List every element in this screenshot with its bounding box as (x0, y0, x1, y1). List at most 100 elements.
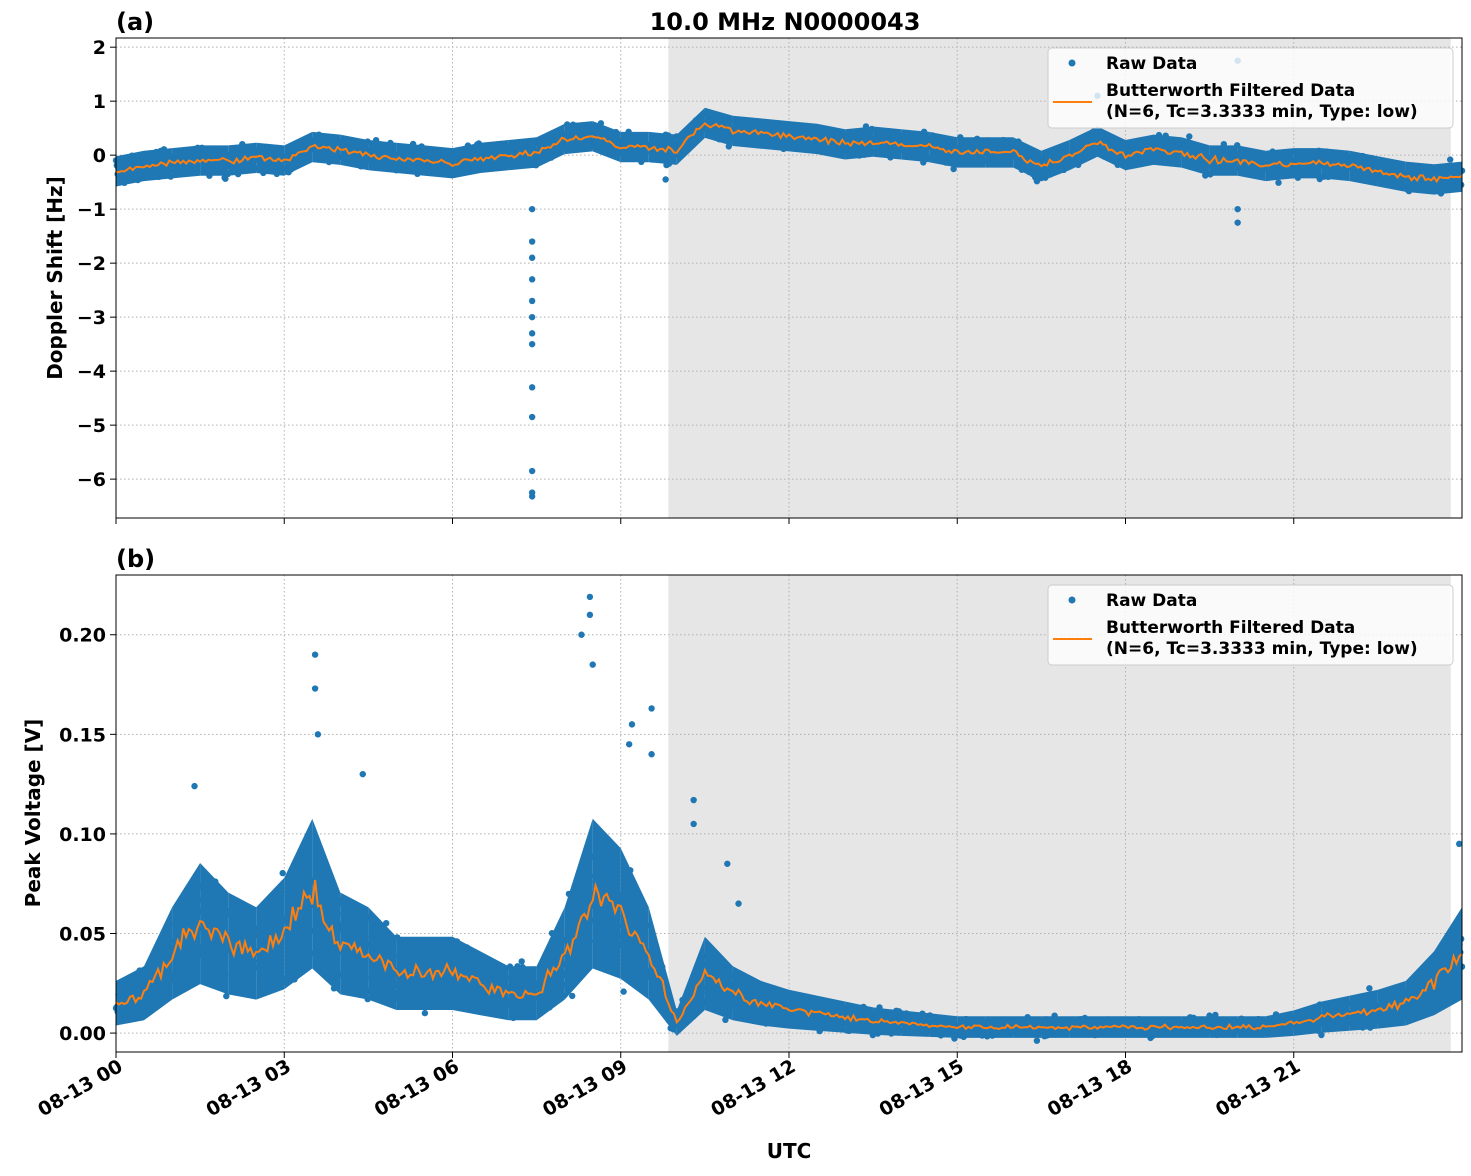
raw-data-band (144, 907, 173, 1021)
raw-data-band (1209, 1016, 1238, 1038)
raw-point (1447, 156, 1454, 163)
legend-filtered-params: (N=6, Tc=3.3333 min, Type: low) (1106, 639, 1418, 659)
panel-label-b: (b) (116, 545, 155, 573)
x-tick-label: 08-13 03 (202, 1055, 294, 1121)
raw-point-outlier (1234, 205, 1241, 213)
raw-point-outlier (1234, 219, 1241, 226)
raw-data-band (284, 818, 313, 990)
raw-data-band (732, 966, 761, 1026)
raw-point-outlier (191, 782, 198, 790)
y-axis-label-a: Doppler Shift [Hz] (43, 176, 67, 380)
y-axis-label-b: Peak Voltage [V] (21, 719, 45, 908)
y-tick-label: 0.05 (59, 923, 106, 945)
raw-point-outlier (690, 796, 697, 804)
raw-point-outlier (528, 384, 536, 391)
y-tick-label: −3 (77, 307, 106, 329)
y-tick-label: 0.10 (59, 824, 106, 846)
y-tick-label: 0 (93, 145, 106, 167)
raw-point (1033, 1037, 1041, 1044)
x-tick-label: 08-13 12 (707, 1055, 799, 1121)
raw-point-outlier (586, 593, 594, 601)
raw-point-outlier (648, 705, 655, 712)
raw-point-outlier (648, 751, 655, 758)
raw-data-band (817, 995, 846, 1033)
raw-data-band (452, 142, 481, 179)
legend-raw-label: Raw Data (1106, 54, 1197, 74)
raw-point-outlier (311, 685, 319, 692)
raw-data-band (480, 951, 509, 1021)
y-tick-label: −1 (77, 199, 106, 221)
x-tick-label: 08-13 15 (875, 1055, 967, 1121)
x-tick-label: 08-13 00 (34, 1055, 126, 1121)
raw-data-band (873, 126, 902, 160)
raw-data-band (592, 818, 621, 979)
raw-point-outlier (578, 631, 585, 638)
y-tick-label: −4 (77, 361, 106, 383)
raw-point-outlier (1455, 840, 1463, 848)
raw-data-band (1153, 134, 1182, 168)
raw-data-band (620, 848, 649, 1000)
raw-point (421, 1009, 429, 1017)
raw-point (1318, 1031, 1325, 1039)
x-axis-label: UTC (767, 1139, 812, 1163)
y-tick-label: −5 (77, 415, 106, 437)
raw-point (223, 992, 230, 1000)
raw-point-outlier (528, 413, 536, 421)
raw-point-outlier (528, 297, 536, 305)
raw-data-band (1181, 137, 1210, 176)
x-tick-label: 08-13 18 (1044, 1055, 1136, 1121)
raw-data-band (1209, 145, 1238, 176)
raw-point (569, 992, 576, 1000)
raw-data-band (172, 863, 201, 1000)
panel-label-a: (a) (116, 8, 154, 36)
legend-raw-label: Raw Data (1106, 591, 1197, 611)
raw-point-outlier (586, 611, 594, 619)
y-tick-label: 0.20 (59, 625, 106, 647)
y-tick-label: 2 (93, 37, 106, 59)
legend-filtered-label: Butterworth Filtered Data (1106, 618, 1355, 638)
y-tick-label: 1 (93, 91, 106, 113)
raw-point-outlier (589, 661, 596, 668)
x-tick-label: 08-13 21 (1212, 1055, 1304, 1121)
raw-point (1366, 985, 1373, 992)
raw-data-band (508, 966, 537, 1021)
raw-data-band (1265, 148, 1294, 182)
raw-data-band (256, 142, 285, 176)
raw-point-outlier (628, 721, 636, 728)
raw-point-outlier (528, 238, 536, 245)
raw-data-band (536, 123, 565, 168)
legend-raw-marker (1068, 596, 1076, 604)
raw-point (950, 165, 957, 173)
chart-title: 10.0 MHz N0000043 (650, 8, 921, 36)
raw-data-band (396, 936, 425, 1010)
raw-point-outlier (625, 741, 633, 748)
legend-raw-marker (1068, 59, 1076, 67)
y-tick-label: −2 (77, 253, 106, 275)
x-tick-label: 08-13 06 (371, 1055, 463, 1121)
raw-point (722, 1016, 729, 1023)
raw-point-outlier (359, 770, 366, 778)
filtered-data-line (115, 879, 1463, 1032)
y-tick-label: 0.15 (59, 724, 106, 746)
raw-point-outlier (528, 467, 536, 475)
raw-point-outlier (724, 860, 731, 867)
legend-b: Raw Data Butterworth Filtered Data (N=6,… (1047, 584, 1454, 666)
raw-point-outlier (735, 900, 742, 907)
axes-frame (115, 574, 1463, 1053)
raw-data-band (564, 818, 593, 1000)
raw-data-series (112, 593, 1466, 1044)
x-tick-label: 08-13 09 (539, 1055, 631, 1121)
raw-data-band (1434, 907, 1462, 1016)
raw-point-outlier (528, 205, 536, 213)
raw-data-band (985, 1016, 1014, 1038)
raw-data-band (1405, 951, 1434, 1026)
raw-data-band (648, 907, 677, 1036)
raw-data-band (312, 818, 341, 995)
raw-data-band (817, 123, 846, 160)
legend-filtered-label: Butterworth Filtered Data (1106, 81, 1355, 101)
raw-data-band (1013, 137, 1042, 182)
raw-point (518, 958, 525, 965)
raw-point-outlier (314, 731, 322, 738)
raw-point-outlier (690, 820, 697, 828)
raw-data-band (1405, 161, 1434, 195)
